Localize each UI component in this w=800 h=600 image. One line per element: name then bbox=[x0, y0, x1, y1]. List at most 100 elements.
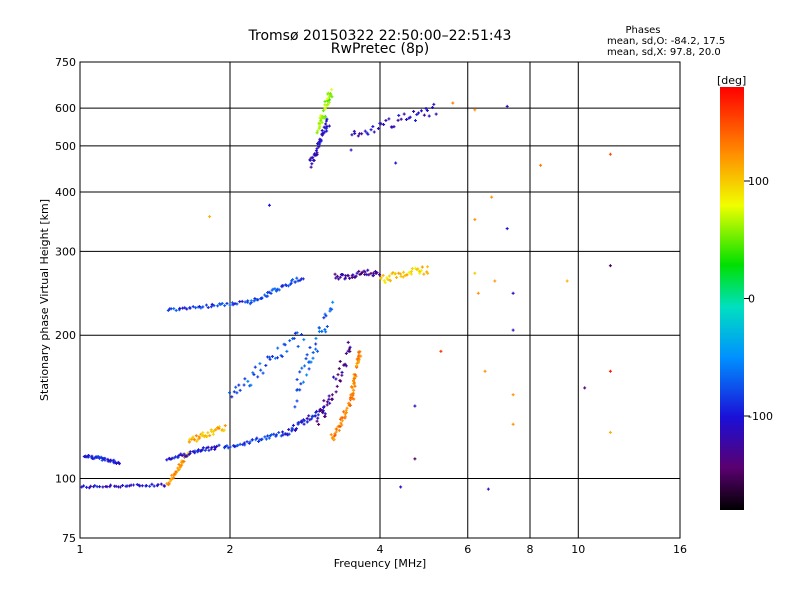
data-point bbox=[222, 428, 226, 432]
data-point bbox=[312, 158, 316, 162]
data-point bbox=[320, 121, 324, 125]
data-point bbox=[307, 414, 311, 418]
data-point bbox=[490, 195, 494, 199]
data-point bbox=[327, 100, 331, 104]
data-point bbox=[511, 422, 515, 426]
data-point bbox=[270, 354, 274, 358]
data-point bbox=[399, 117, 403, 121]
data-point bbox=[98, 485, 102, 489]
data-point bbox=[324, 314, 328, 318]
data-point bbox=[397, 271, 401, 275]
data-point bbox=[228, 303, 232, 307]
y-tick-label: 75 bbox=[62, 532, 76, 545]
data-point bbox=[348, 403, 352, 407]
data-point bbox=[413, 119, 417, 123]
data-point bbox=[333, 272, 337, 276]
y-tick-label: 100 bbox=[55, 473, 76, 486]
data-point bbox=[360, 270, 364, 274]
data-point bbox=[305, 353, 309, 357]
data-point bbox=[320, 129, 324, 133]
data-point bbox=[193, 451, 197, 455]
data-point bbox=[315, 147, 319, 151]
data-point bbox=[321, 109, 325, 113]
data-point bbox=[379, 122, 383, 126]
data-point bbox=[336, 373, 340, 377]
data-point bbox=[415, 113, 419, 117]
data-point bbox=[236, 443, 240, 447]
data-point bbox=[348, 276, 352, 280]
data-point bbox=[346, 340, 350, 344]
data-point bbox=[426, 271, 430, 275]
data-point bbox=[185, 307, 189, 311]
data-point bbox=[386, 278, 390, 282]
data-point bbox=[217, 443, 221, 447]
data-point bbox=[426, 265, 430, 269]
data-point bbox=[308, 158, 312, 162]
data-point bbox=[105, 485, 109, 489]
data-point bbox=[264, 437, 268, 441]
data-point bbox=[373, 269, 377, 273]
data-point bbox=[117, 461, 121, 465]
data-point bbox=[353, 373, 357, 377]
data-point bbox=[347, 347, 351, 351]
data-point bbox=[409, 272, 413, 276]
data-point bbox=[185, 454, 189, 458]
data-point bbox=[296, 279, 300, 283]
data-point bbox=[290, 426, 294, 430]
data-point bbox=[360, 132, 364, 136]
data-point bbox=[473, 271, 477, 275]
data-point bbox=[215, 444, 219, 448]
data-point bbox=[205, 446, 209, 450]
data-point bbox=[511, 393, 515, 397]
data-point bbox=[473, 108, 477, 112]
data-point bbox=[246, 299, 250, 303]
data-point bbox=[277, 288, 281, 292]
colorbar-tick-label: -100 bbox=[748, 410, 773, 423]
data-point bbox=[385, 276, 389, 280]
data-point bbox=[101, 485, 105, 489]
data-point bbox=[319, 119, 323, 123]
colorbar-tick-label: 100 bbox=[748, 175, 769, 188]
data-point bbox=[194, 306, 198, 310]
data-point bbox=[307, 367, 311, 371]
data-point bbox=[439, 349, 443, 353]
data-point bbox=[245, 440, 249, 444]
data-point bbox=[486, 487, 490, 491]
y-tick-label: 200 bbox=[55, 329, 76, 342]
data-point bbox=[343, 414, 347, 418]
data-point bbox=[213, 447, 217, 451]
data-point bbox=[178, 306, 182, 310]
data-point bbox=[208, 434, 212, 438]
data-point bbox=[266, 294, 270, 298]
data-point bbox=[327, 124, 331, 128]
data-point bbox=[138, 484, 142, 488]
data-point bbox=[280, 354, 284, 358]
stats-heading: Phases bbox=[625, 25, 660, 36]
data-point bbox=[412, 109, 416, 113]
data-point bbox=[350, 276, 354, 280]
data-point bbox=[325, 97, 329, 101]
data-point bbox=[109, 483, 113, 487]
data-point bbox=[332, 375, 336, 379]
data-point bbox=[317, 422, 321, 426]
data-point bbox=[230, 395, 234, 399]
data-point bbox=[300, 333, 304, 337]
x-tick-label: 6 bbox=[464, 543, 471, 556]
data-point bbox=[382, 279, 386, 283]
data-point bbox=[163, 484, 167, 488]
data-point bbox=[132, 483, 135, 487]
data-point bbox=[303, 364, 307, 368]
data-point bbox=[344, 411, 348, 415]
y-tick-label: 600 bbox=[55, 102, 76, 115]
data-point bbox=[332, 437, 336, 441]
data-point bbox=[319, 139, 323, 143]
data-point bbox=[144, 484, 148, 488]
data-point bbox=[315, 131, 319, 135]
data-point bbox=[608, 430, 612, 434]
data-point bbox=[270, 433, 274, 437]
data-point bbox=[260, 437, 264, 441]
data-point bbox=[324, 122, 328, 126]
data-point bbox=[309, 156, 313, 160]
data-point bbox=[356, 134, 360, 138]
data-point bbox=[372, 273, 376, 277]
